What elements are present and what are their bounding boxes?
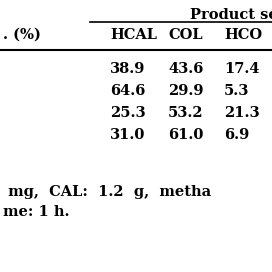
Text: . (%): . (%) xyxy=(3,28,41,42)
Text: 43.6: 43.6 xyxy=(168,62,203,76)
Text: 25.3: 25.3 xyxy=(110,106,146,120)
Text: 17.4: 17.4 xyxy=(224,62,259,76)
Text: 61.0: 61.0 xyxy=(168,128,203,142)
Text: 31.0: 31.0 xyxy=(110,128,145,142)
Text: 53.2: 53.2 xyxy=(168,106,204,120)
Text: me: 1 h.: me: 1 h. xyxy=(3,205,70,219)
Text: COL: COL xyxy=(168,28,203,42)
Text: HCO: HCO xyxy=(224,28,262,42)
Text: 5.3: 5.3 xyxy=(224,84,249,98)
Text: Product selectivity: Product selectivity xyxy=(190,8,272,22)
Text: mg,  CAL:  1.2  g,  metha: mg, CAL: 1.2 g, metha xyxy=(3,185,211,199)
Text: 29.9: 29.9 xyxy=(168,84,203,98)
Text: HCAL: HCAL xyxy=(110,28,157,42)
Text: 6.9: 6.9 xyxy=(224,128,249,142)
Text: 21.3: 21.3 xyxy=(224,106,260,120)
Text: 64.6: 64.6 xyxy=(110,84,145,98)
Text: 38.9: 38.9 xyxy=(110,62,145,76)
